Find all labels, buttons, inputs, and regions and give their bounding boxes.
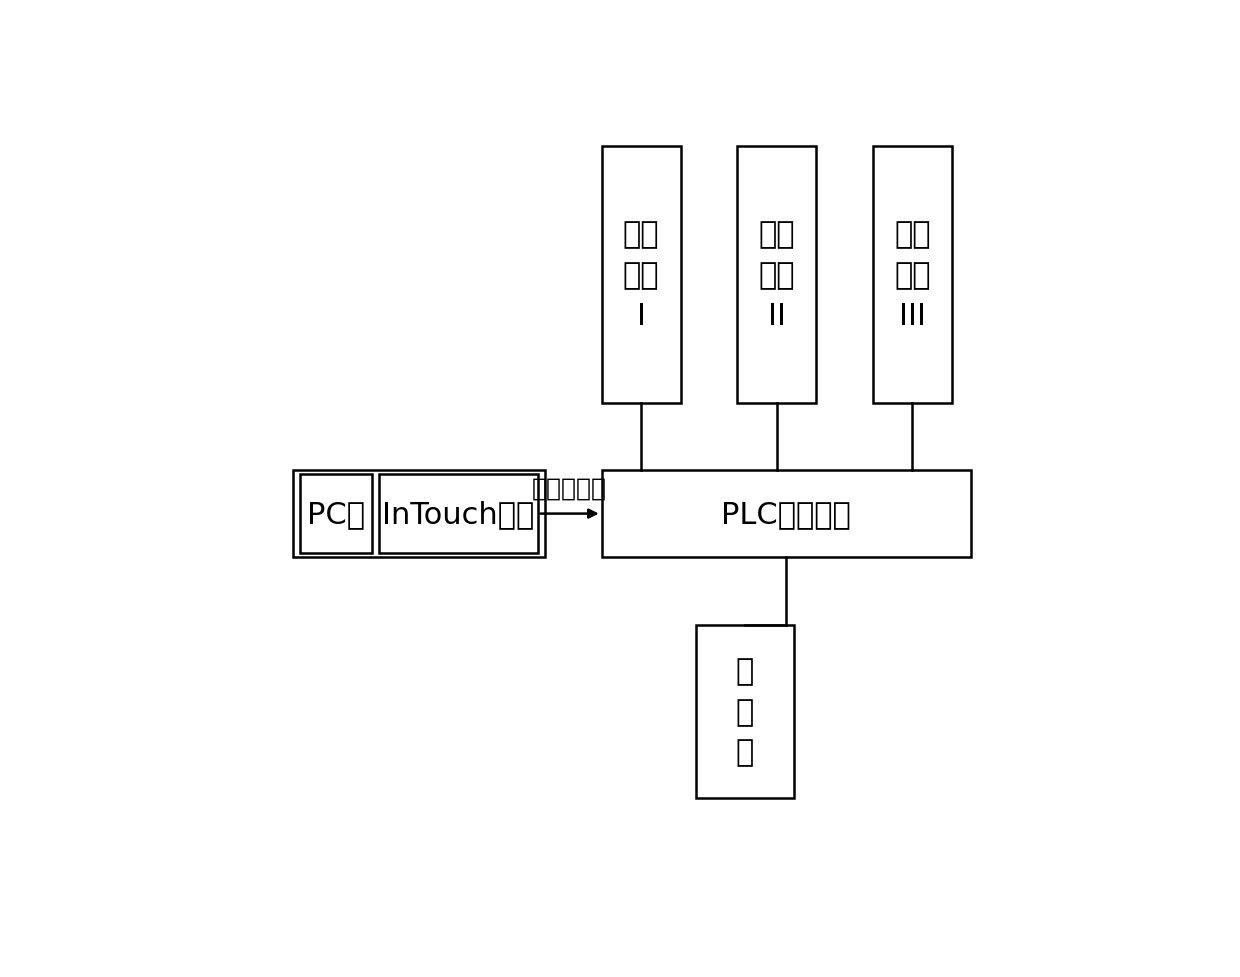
Bar (737, 148, 816, 404)
Bar (601, 471, 971, 557)
Bar (601, 148, 681, 404)
Bar (696, 625, 794, 798)
Bar (300, 475, 372, 554)
Text: 接近
开关
III: 接近 开关 III (894, 220, 930, 330)
Text: 接近
开关
II: 接近 开关 II (759, 220, 795, 330)
Text: InTouch软件: InTouch软件 (382, 499, 534, 529)
Text: PLC控制单元: PLC控制单元 (722, 499, 851, 529)
Text: 工业以太网: 工业以太网 (532, 477, 608, 500)
Text: PC机: PC机 (308, 499, 365, 529)
Text: 电
动
缸: 电 动 缸 (735, 657, 754, 767)
Bar (379, 475, 538, 554)
Bar (293, 471, 546, 557)
Bar (873, 148, 952, 404)
Text: 接近
开关
I: 接近 开关 I (622, 220, 660, 330)
